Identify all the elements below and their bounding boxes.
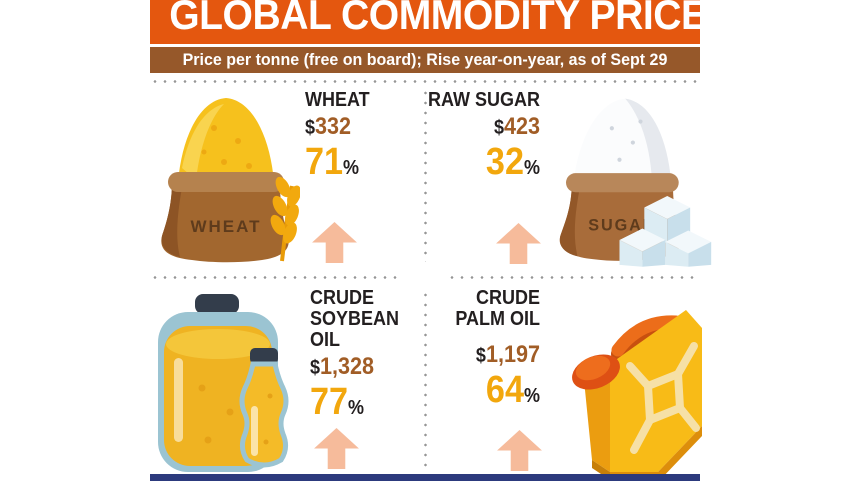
wheat-stalk-icon xyxy=(270,176,300,262)
wheat-stats: WHEAT $332 71% xyxy=(305,90,422,187)
oil-bottles-icon xyxy=(158,294,289,472)
commodity-rise: 32% xyxy=(485,141,540,183)
sugar-sack-label: SUGAR xyxy=(588,216,656,234)
dotted-divider-vertical-top xyxy=(424,88,427,262)
dotted-divider-top xyxy=(150,80,700,83)
commodity-price: $332 xyxy=(305,113,352,140)
crude-soybean-oil-stats: CRUDE SOYBEAN OIL $1,328 77% xyxy=(310,288,427,427)
commodity-name: OIL xyxy=(310,329,341,351)
up-arrow-icon xyxy=(312,222,357,263)
commodity-name: CRUDE xyxy=(475,287,540,309)
commodity-name: RAW SUGAR xyxy=(427,89,540,111)
currency-sign: $ xyxy=(493,117,504,139)
up-arrow-icon xyxy=(496,223,541,264)
currency-sign: $ xyxy=(475,345,486,367)
dotted-divider-middle-right xyxy=(447,276,700,279)
commodity-name: SOYBEAN xyxy=(310,308,400,330)
crude-palm-oil-stats: CRUDE PALM OIL $1,197 64% xyxy=(423,288,540,415)
commodity-name: PALM OIL xyxy=(455,308,540,330)
up-arrow-icon xyxy=(497,430,542,471)
percent-sign: % xyxy=(348,397,365,419)
commodity-price: $423 xyxy=(493,113,540,140)
dotted-divider-vertical-bottom xyxy=(424,290,427,470)
wheat-sack-label: WHEAT xyxy=(190,217,261,236)
wheat-sack-icon: WHEAT xyxy=(161,98,300,263)
commodity-name: CRUDE xyxy=(310,287,375,309)
percent-sign: % xyxy=(523,157,540,179)
currency-sign: $ xyxy=(310,357,321,379)
commodity-price: $1,328 xyxy=(310,353,375,380)
sugar-sack-icon: SUGAR xyxy=(559,98,712,267)
commodity-rise: 64% xyxy=(485,369,540,411)
commodity-name: WHEAT xyxy=(305,89,370,111)
footer-bar xyxy=(150,474,700,481)
commodity-price: $1,197 xyxy=(475,341,540,368)
subtitle: Price per tonne (free on board); Rise ye… xyxy=(182,51,668,69)
jerry-can-emblem xyxy=(626,342,700,454)
raw-sugar-stats: RAW SUGAR $423 32% xyxy=(423,90,540,187)
currency-sign: $ xyxy=(305,117,316,139)
dotted-divider-middle-left xyxy=(150,276,403,279)
header-band: GLOBAL COMMODITY PRICES xyxy=(150,0,700,44)
percent-sign: % xyxy=(523,385,540,407)
commodity-rise: 71% xyxy=(305,141,360,183)
jerry-can-icon xyxy=(572,310,702,480)
percent-sign: % xyxy=(343,157,360,179)
page-title: GLOBAL COMMODITY PRICES xyxy=(169,0,700,38)
up-arrow-icon xyxy=(314,428,359,469)
commodity-rise: 77% xyxy=(310,381,365,423)
subtitle-band: Price per tonne (free on board); Rise ye… xyxy=(150,47,700,73)
